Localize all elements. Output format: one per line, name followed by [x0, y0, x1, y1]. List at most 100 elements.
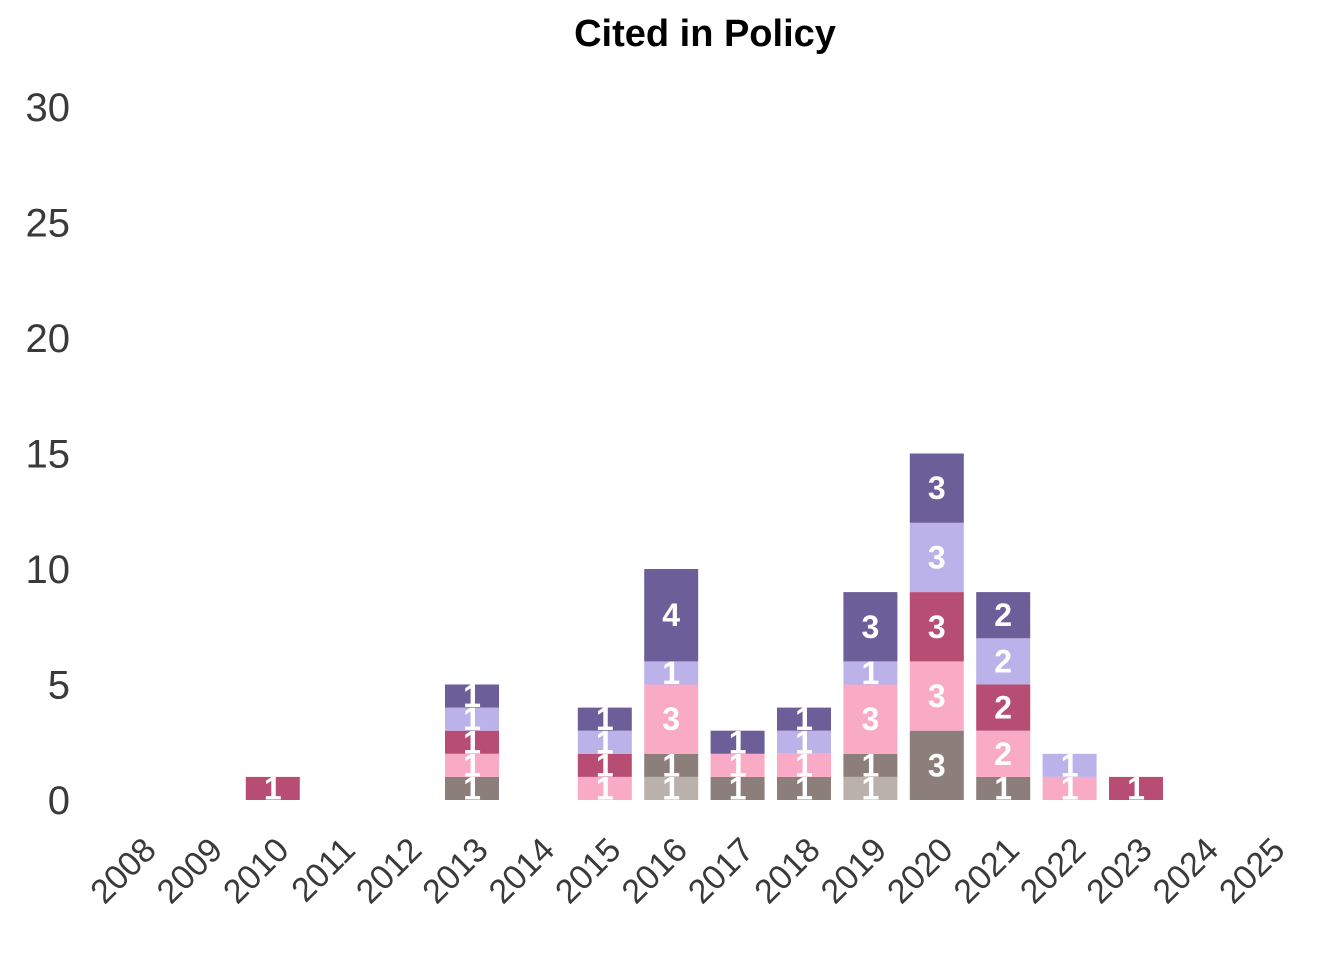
bar-value-label: 1 — [994, 770, 1012, 806]
bar-segment — [644, 753, 699, 777]
bar-value-label: 3 — [662, 701, 680, 737]
bar-segment — [843, 592, 898, 662]
bar-value-label: 1 — [795, 747, 813, 783]
bar-segment — [577, 776, 632, 800]
bar-value-label: 3 — [928, 539, 946, 575]
bar-segment — [445, 684, 499, 708]
bar-segment — [710, 776, 765, 800]
bar-value-label: 1 — [463, 701, 481, 737]
bar-value-label: 1 — [729, 747, 747, 783]
bar-segment — [909, 661, 964, 731]
bar-value-label: 1 — [662, 770, 680, 806]
bar-segment — [710, 730, 765, 754]
bar-value-label: 4 — [662, 597, 680, 633]
chart-title: Cited in Policy — [574, 13, 836, 55]
x-tick-label: 2015 — [548, 831, 628, 911]
x-tick-label: 2008 — [83, 831, 163, 911]
bar-segment — [909, 453, 964, 523]
bar-segment — [445, 707, 499, 731]
bar-segment — [644, 684, 699, 754]
bar-segment — [909, 522, 964, 593]
bar-value-label: 1 — [862, 747, 880, 783]
bar-value-label: 1 — [1061, 770, 1079, 806]
bar-value-label: 3 — [862, 609, 880, 645]
bar-value-label: 1 — [795, 701, 813, 737]
x-tick-label: 2023 — [1079, 831, 1159, 911]
bar-segment — [245, 776, 300, 800]
bar-segment — [644, 776, 699, 800]
bar-segment — [909, 592, 964, 662]
x-tick-label: 2010 — [216, 831, 296, 911]
bar-segment — [710, 753, 765, 777]
x-tick-label: 2017 — [681, 831, 761, 911]
x-tick-label: 2011 — [284, 831, 363, 910]
x-tick-label: 2024 — [1146, 831, 1226, 911]
bar-segment — [976, 776, 1031, 800]
bar-value-label: 3 — [862, 701, 880, 737]
bar-segment — [976, 730, 1031, 777]
bar-segment — [1042, 776, 1097, 800]
bar-value-label: 1 — [1127, 770, 1145, 806]
bar-value-label: 1 — [264, 770, 282, 806]
bar-value-label: 2 — [994, 736, 1012, 772]
x-tick-label: 2013 — [415, 831, 495, 911]
y-axis: 0 5 10 15 20 25 30 — [26, 86, 71, 823]
y-tick-label: 15 — [26, 433, 71, 477]
y-tick-label: 25 — [26, 202, 71, 246]
bar-segment — [445, 753, 499, 777]
bar-value-label: 1 — [662, 747, 680, 783]
bar-segment — [843, 776, 898, 800]
bar-value-label: 1 — [862, 770, 880, 806]
x-tick-label: 2018 — [747, 831, 827, 911]
x-tick-label: 2019 — [814, 831, 894, 911]
bar-value-label: 1 — [662, 655, 680, 691]
y-tick-label: 20 — [26, 317, 71, 361]
bar-value-label: 1 — [596, 747, 614, 783]
bar-segment — [843, 753, 898, 777]
bar-value-label: 2 — [994, 643, 1012, 679]
bar-value-label: 1 — [729, 770, 747, 806]
bar-value-label: 3 — [928, 470, 946, 506]
x-tick-label: 2016 — [615, 831, 695, 911]
bar-value-label: 3 — [928, 609, 946, 645]
bar-segment — [577, 707, 632, 731]
y-tick-label: 0 — [48, 779, 70, 823]
bar-value-label: 1 — [596, 724, 614, 760]
x-tick-label: 2012 — [349, 831, 429, 911]
x-tick-label: 2022 — [1013, 831, 1093, 911]
bar-value-label: 1 — [795, 724, 813, 760]
bar-segment — [577, 730, 632, 754]
bar-segment — [445, 776, 499, 800]
bar-segment — [777, 753, 831, 777]
bar-segment — [777, 707, 831, 731]
bar-value-label: 1 — [463, 770, 481, 806]
bar-value-label: 1 — [596, 701, 614, 737]
bar-value-label: 1 — [463, 747, 481, 783]
bar-segment — [777, 776, 831, 800]
bar-value-label: 1 — [1061, 747, 1079, 783]
bar-segment — [976, 638, 1031, 685]
bar-segment — [976, 592, 1031, 639]
bar-segment — [777, 730, 831, 754]
bar-segment — [843, 684, 898, 754]
y-tick-label: 10 — [26, 548, 71, 592]
bar-segment — [1109, 776, 1163, 800]
bar-value-label: 2 — [994, 690, 1012, 726]
bar-segment — [909, 730, 964, 800]
x-tick-label: 2020 — [880, 831, 960, 911]
bar-value-label: 3 — [928, 747, 946, 783]
bar-value-label: 1 — [795, 770, 813, 806]
x-tick-label: 2025 — [1212, 831, 1292, 911]
bar-value-label: 2 — [994, 597, 1012, 633]
bar-segment — [445, 730, 499, 754]
bar-segment — [644, 661, 699, 685]
x-tick-label: 2021 — [947, 831, 1027, 911]
x-tick-label: 2009 — [150, 831, 230, 911]
bar-segment — [577, 753, 632, 777]
x-tick-label: 2014 — [482, 831, 562, 911]
bar-segment — [644, 569, 699, 662]
bar-value-label: 3 — [928, 678, 946, 714]
bar-segment — [1042, 753, 1097, 777]
